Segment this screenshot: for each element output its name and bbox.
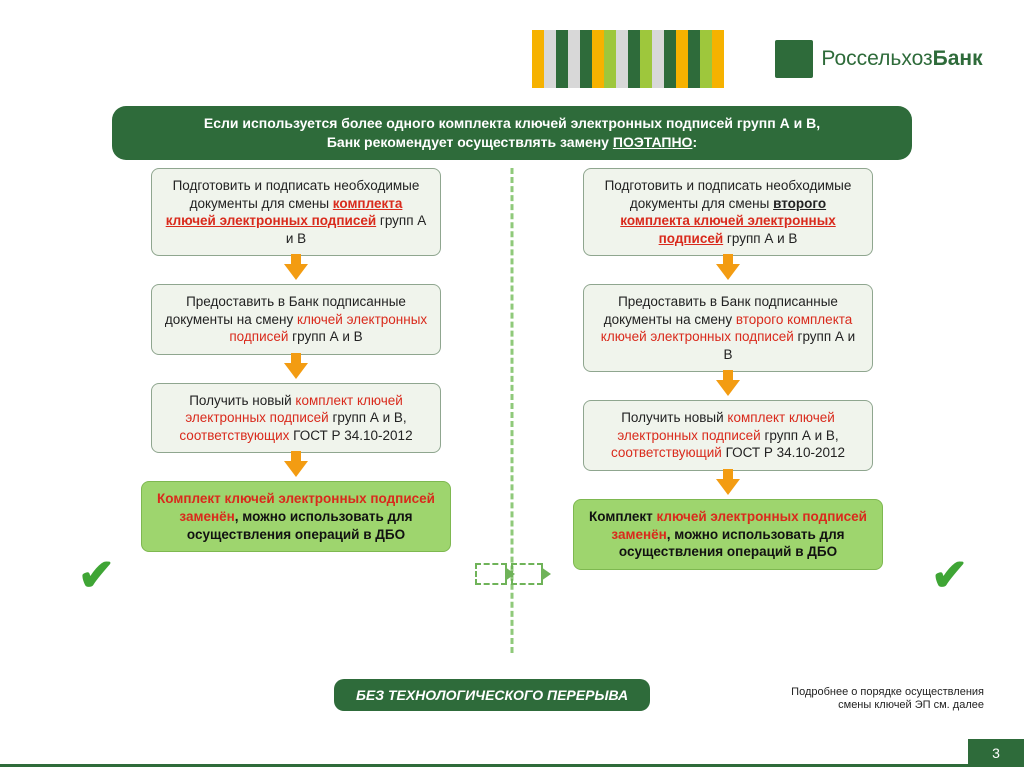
stripe: [676, 30, 688, 88]
stripe: [664, 30, 676, 88]
right-step-1: Подготовить и подписать необходимые доку…: [583, 168, 873, 256]
transition-arrows: [475, 563, 543, 585]
stripe: [604, 30, 616, 88]
stripe: [652, 30, 664, 88]
stripe: [592, 30, 604, 88]
arrow-down-icon: [284, 363, 308, 379]
stripe: [628, 30, 640, 88]
title-banner: Если используется более одного комплекта…: [112, 106, 912, 160]
arrow-down-icon: [284, 264, 308, 280]
footnote: Подробнее о порядке осуществления смены …: [791, 686, 984, 714]
dashed-arrow-icon: [511, 563, 543, 585]
stripe: [544, 30, 556, 88]
flow-columns: Подготовить и подписать необходимые доку…: [0, 168, 1024, 683]
brand-part1: Россельхоз: [821, 47, 932, 70]
banner-line1: Если используется более одного комплекта…: [128, 114, 896, 133]
center-divider: [497, 168, 527, 683]
page-number: 3: [968, 739, 1024, 767]
brand-part2: Банк: [933, 47, 983, 70]
stripe: [532, 30, 544, 88]
left-step-3: Получить новый комплект ключей электронн…: [151, 383, 441, 454]
dashed-arrow-icon: [475, 563, 507, 585]
checkmark-icon: ✔: [931, 550, 968, 601]
header: РоссельхозБанк: [0, 30, 1024, 88]
footer-pill: БЕЗ ТЕХНОЛОГИЧЕСКОГО ПЕРЕРЫВА: [334, 679, 650, 711]
stripe: [712, 30, 724, 88]
arrow-down-icon: [716, 264, 740, 280]
right-step-final: Комплект ключей электронных подписей зам…: [573, 499, 883, 570]
right-step-3: Получить новый комплект ключей электронн…: [583, 400, 873, 471]
stripe: [616, 30, 628, 88]
stripe: [556, 30, 568, 88]
arrow-down-icon: [716, 380, 740, 396]
left-column: Подготовить и подписать необходимые доку…: [131, 168, 461, 683]
left-step-2: Предоставить в Банк подписанные документ…: [151, 284, 441, 355]
checkmark-icon: ✔: [78, 550, 115, 601]
logo-area: РоссельхозБанк: [734, 30, 1024, 88]
right-column: Подготовить и подписать необходимые доку…: [563, 168, 893, 683]
left-step-final: Комплект ключей электронных подписей зам…: [141, 481, 451, 552]
stripe: [688, 30, 700, 88]
banner-line2: Банк рекомендует осуществлять замену ПОЭ…: [128, 133, 896, 152]
arrow-down-icon: [716, 479, 740, 495]
right-step-2: Предоставить в Банк подписанные документ…: [583, 284, 873, 372]
arrow-down-icon: [284, 461, 308, 477]
left-step-1: Подготовить и подписать необходимые доку…: [151, 168, 441, 256]
logo-text: РоссельхозБанк: [821, 47, 982, 71]
stripe: [568, 30, 580, 88]
stripe: [700, 30, 712, 88]
header-stripes: [0, 30, 734, 88]
logo-icon: [775, 40, 813, 78]
stripe: [640, 30, 652, 88]
stripe: [580, 30, 592, 88]
